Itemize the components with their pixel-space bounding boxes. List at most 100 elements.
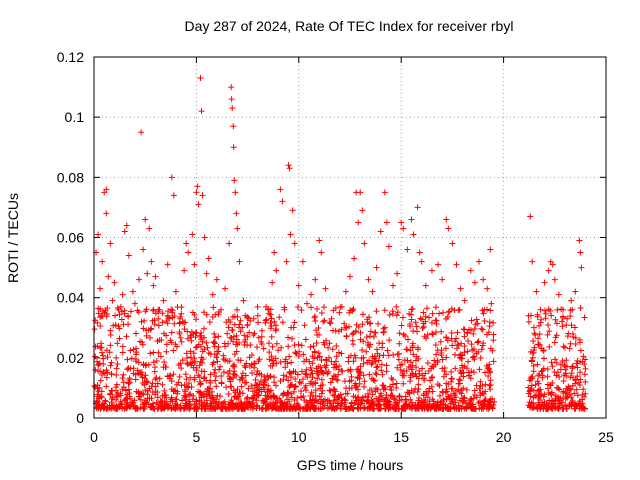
- data-point: [352, 400, 359, 407]
- data-point: [266, 340, 273, 347]
- data-point: [355, 386, 362, 393]
- data-point: [118, 308, 125, 315]
- data-point: [142, 216, 149, 223]
- data-point: [278, 404, 285, 411]
- data-point: [527, 393, 534, 400]
- data-point: [566, 391, 573, 398]
- data-point: [568, 402, 575, 409]
- data-point: [97, 306, 104, 313]
- data-point: [438, 347, 445, 354]
- data-point: [317, 382, 324, 389]
- data-point: [229, 403, 236, 410]
- data-point: [393, 303, 400, 310]
- data-point: [253, 389, 260, 396]
- data-point: [112, 312, 119, 319]
- data-point: [445, 225, 452, 232]
- data-point: [123, 333, 130, 340]
- data-point: [243, 395, 250, 402]
- data-point: [188, 384, 195, 391]
- data-point: [310, 343, 317, 350]
- data-point: [377, 390, 384, 397]
- data-point: [439, 356, 446, 363]
- data-point: [549, 405, 556, 412]
- data-point: [347, 366, 354, 373]
- data-point: [273, 340, 280, 347]
- data-point: [436, 392, 443, 399]
- data-point: [132, 330, 139, 337]
- data-point: [152, 310, 159, 317]
- data-point: [327, 379, 334, 386]
- data-point: [552, 316, 559, 323]
- data-point: [197, 380, 204, 387]
- data-point: [120, 371, 127, 378]
- data-point: [326, 340, 333, 347]
- data-point: [151, 405, 158, 412]
- data-point: [452, 387, 459, 394]
- data-point: [429, 310, 436, 317]
- data-point: [182, 394, 189, 401]
- data-point: [525, 384, 532, 391]
- data-point: [291, 240, 298, 247]
- data-point: [442, 345, 449, 352]
- data-point: [183, 240, 190, 247]
- data-point: [116, 325, 123, 332]
- data-point: [187, 332, 194, 339]
- data-point: [537, 386, 544, 393]
- data-point: [212, 373, 219, 380]
- data-point: [567, 313, 574, 320]
- data-point: [200, 309, 207, 316]
- data-point: [418, 258, 425, 265]
- data-point: [270, 404, 277, 411]
- grid: [94, 57, 606, 418]
- data-point: [379, 344, 386, 351]
- data-point: [425, 314, 432, 321]
- data-point: [288, 390, 295, 397]
- data-point: [172, 288, 179, 295]
- data-point: [103, 210, 110, 217]
- data-point: [98, 340, 105, 347]
- data-point: [291, 396, 298, 403]
- y-tick-label: 0.12: [57, 49, 84, 65]
- data-point: [571, 405, 578, 412]
- data-point: [225, 324, 232, 331]
- data-point: [288, 359, 295, 366]
- data-point: [309, 396, 316, 403]
- data-point: [172, 405, 179, 412]
- data-point: [410, 231, 417, 238]
- data-point: [336, 309, 343, 316]
- data-point: [142, 387, 149, 394]
- data-point: [311, 405, 318, 412]
- data-point: [530, 324, 537, 331]
- data-point: [357, 329, 364, 336]
- data-point: [486, 398, 493, 405]
- data-point: [179, 357, 186, 364]
- data-point: [383, 362, 390, 369]
- data-point: [567, 374, 574, 381]
- data-point: [246, 329, 253, 336]
- data-point: [308, 291, 315, 298]
- data-point: [211, 369, 218, 376]
- data-point: [298, 342, 305, 349]
- data-point: [326, 319, 333, 326]
- data-point: [538, 345, 545, 352]
- data-point: [244, 403, 251, 410]
- data-point: [366, 333, 373, 340]
- data-point: [254, 312, 261, 319]
- data-point: [410, 389, 417, 396]
- data-point: [302, 370, 309, 377]
- data-point: [541, 391, 548, 398]
- data-point: [227, 376, 234, 383]
- data-point: [456, 376, 463, 383]
- data-point: [249, 388, 256, 395]
- data-point: [260, 345, 267, 352]
- data-point: [242, 336, 249, 343]
- chart-title: Day 287 of 2024, Rate Of TEC Index for r…: [185, 18, 514, 34]
- data-point: [158, 337, 165, 344]
- data-point: [449, 399, 456, 406]
- data-point: [289, 207, 296, 214]
- data-point: [331, 405, 338, 412]
- data-point: [370, 377, 377, 384]
- data-point: [468, 317, 475, 324]
- data-point: [350, 306, 357, 313]
- data-point: [104, 353, 111, 360]
